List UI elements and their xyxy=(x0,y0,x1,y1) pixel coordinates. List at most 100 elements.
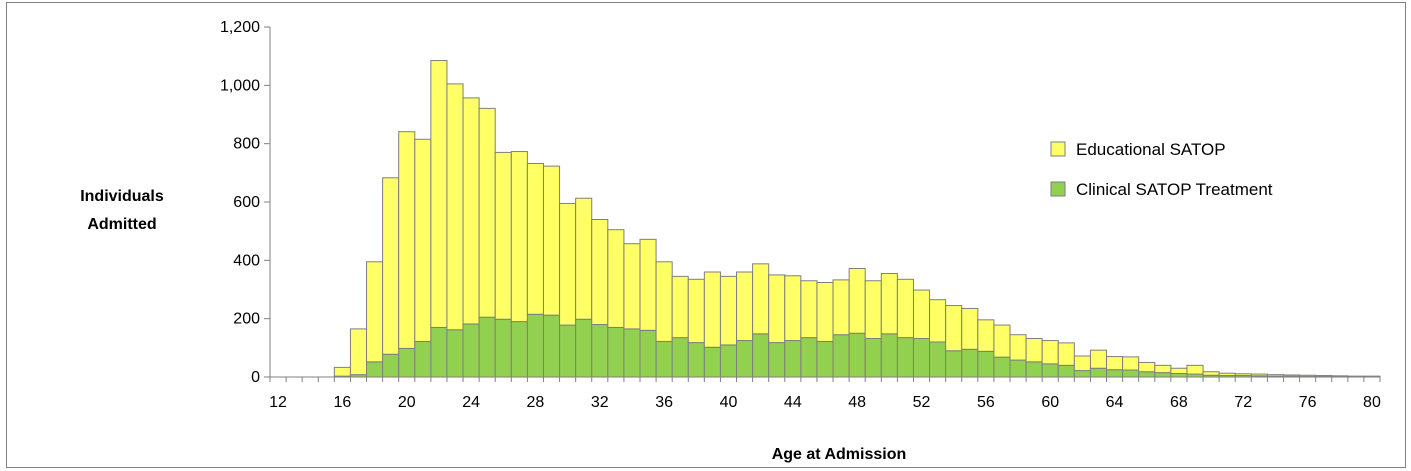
bar-educational-age-22 xyxy=(430,60,448,328)
bar-educational-age-45 xyxy=(800,280,818,339)
x-tick-label: 76 xyxy=(1299,394,1317,411)
bar-educational-age-20 xyxy=(398,131,416,349)
bar-educational-age-33 xyxy=(607,229,625,328)
bar-educational-age-65 xyxy=(1122,356,1140,371)
legend-label: Clinical SATOP Treatment xyxy=(1076,180,1273,199)
bar-clinical-age-55 xyxy=(961,348,979,378)
bar-clinical-age-29 xyxy=(542,314,561,378)
bar-clinical-age-33 xyxy=(607,326,625,378)
bar-clinical-age-46 xyxy=(816,340,834,378)
bar-clinical-age-48 xyxy=(848,332,866,378)
x-tick-label: 80 xyxy=(1363,394,1381,411)
bar-educational-age-62 xyxy=(1073,355,1091,372)
bar-educational-age-41 xyxy=(736,271,754,342)
bar-educational-age-60 xyxy=(1041,340,1059,365)
legend-label: Educational SATOP xyxy=(1076,140,1226,159)
bar-educational-age-31 xyxy=(575,197,593,320)
bar-clinical-age-24 xyxy=(462,323,480,378)
bar-educational-age-21 xyxy=(414,138,432,342)
bar-educational-age-69 xyxy=(1186,364,1204,375)
bar-clinical-age-37 xyxy=(671,337,689,378)
x-tick-label: 60 xyxy=(1041,394,1059,411)
y-tick-label: 600 xyxy=(233,194,260,211)
bar-educational-age-47 xyxy=(832,279,850,336)
legend: Educational SATOP Clinical SATOP Treatmen… xyxy=(1050,140,1273,199)
bar-educational-age-36 xyxy=(655,261,673,342)
bar-clinical-age-22 xyxy=(430,326,448,378)
bar-clinical-age-43 xyxy=(768,342,786,378)
bar-clinical-age-50 xyxy=(880,333,898,378)
bar-educational-age-59 xyxy=(1025,338,1043,363)
x-tick-label: 28 xyxy=(527,394,545,411)
bar-educational-age-37 xyxy=(671,275,689,339)
bar-educational-age-63 xyxy=(1089,349,1108,369)
bar-clinical-age-35 xyxy=(639,329,657,378)
bar-educational-age-51 xyxy=(896,278,914,339)
bar-clinical-age-52 xyxy=(912,338,931,378)
bar-clinical-age-19 xyxy=(382,353,400,378)
bar-clinical-age-30 xyxy=(559,324,577,378)
bar-clinical-age-62 xyxy=(1073,370,1091,378)
legend-swatch xyxy=(1050,181,1066,197)
bar-educational-age-43 xyxy=(768,274,786,344)
bar-educational-age-25 xyxy=(478,107,496,318)
bar-educational-age-42 xyxy=(752,263,770,335)
bar-clinical-age-56 xyxy=(977,350,995,378)
bar-educational-age-30 xyxy=(559,202,577,326)
bar-clinical-age-28 xyxy=(526,313,544,378)
x-tick-label: 24 xyxy=(462,394,480,411)
bar-educational-age-35 xyxy=(639,238,657,331)
bar-educational-age-55 xyxy=(961,307,979,350)
y-axis-title-text: Individuals Admitted xyxy=(80,188,164,233)
bar-clinical-age-21 xyxy=(414,340,432,378)
bar-clinical-age-57 xyxy=(993,356,1011,378)
bar-clinical-age-39 xyxy=(703,346,721,378)
x-tick-label: 72 xyxy=(1234,394,1252,411)
bar-educational-age-67 xyxy=(1154,364,1172,374)
bar-clinical-age-47 xyxy=(832,334,850,378)
bar-educational-age-70 xyxy=(1202,371,1220,376)
bar-educational-age-28 xyxy=(526,163,544,315)
bar-clinical-age-44 xyxy=(784,340,802,378)
y-tick-label: 1,000 xyxy=(220,77,260,94)
bar-clinical-age-25 xyxy=(478,316,496,378)
x-tick-label: 68 xyxy=(1170,394,1188,411)
bar-clinical-age-32 xyxy=(591,324,609,378)
bar-educational-age-50 xyxy=(880,272,898,335)
bar-educational-age-46 xyxy=(816,282,834,342)
bar-clinical-age-65 xyxy=(1122,369,1140,378)
x-tick-label: 16 xyxy=(333,394,351,411)
bar-clinical-age-53 xyxy=(929,341,947,378)
x-axis-title: Age at Admission xyxy=(772,446,907,463)
y-axis-ticks: 0 200 400 600 800 1,000 1,200 xyxy=(220,19,270,386)
bars-layer xyxy=(333,60,1381,378)
bar-clinical-age-26 xyxy=(494,318,512,378)
bar-educational-age-71 xyxy=(1218,372,1236,377)
bar-clinical-age-51 xyxy=(896,337,914,378)
bar-educational-age-19 xyxy=(382,177,400,355)
x-tick-label: 36 xyxy=(655,394,673,411)
x-tick-label: 32 xyxy=(591,394,609,411)
x-tick-label: 20 xyxy=(398,394,416,411)
bar-educational-age-27 xyxy=(510,151,528,323)
bar-educational-age-54 xyxy=(945,305,963,352)
bar-educational-age-66 xyxy=(1138,361,1156,373)
bar-clinical-age-42 xyxy=(752,333,770,378)
bar-educational-age-39 xyxy=(703,271,721,348)
bar-clinical-age-31 xyxy=(575,318,593,378)
bar-clinical-age-27 xyxy=(510,321,528,378)
y-axis-title: Individuals Admitted xyxy=(80,188,164,233)
chart: 0 200 400 600 800 1,000 1,200 12 16 20 24 28 32 36 40… xyxy=(80,19,1381,463)
bar-educational-age-48 xyxy=(848,268,866,334)
bar-clinical-age-61 xyxy=(1057,364,1075,378)
bar-clinical-age-54 xyxy=(945,350,963,378)
bar-educational-age-64 xyxy=(1106,356,1124,371)
bar-educational-age-38 xyxy=(687,278,705,344)
x-tick-label: 56 xyxy=(977,394,995,411)
bar-clinical-age-58 xyxy=(1009,359,1027,378)
bar-educational-age-56 xyxy=(977,319,995,352)
bar-educational-age-52 xyxy=(912,289,931,339)
bar-educational-age-26 xyxy=(494,151,512,320)
x-tick-label: 44 xyxy=(784,394,802,411)
bar-educational-age-17 xyxy=(349,328,368,376)
